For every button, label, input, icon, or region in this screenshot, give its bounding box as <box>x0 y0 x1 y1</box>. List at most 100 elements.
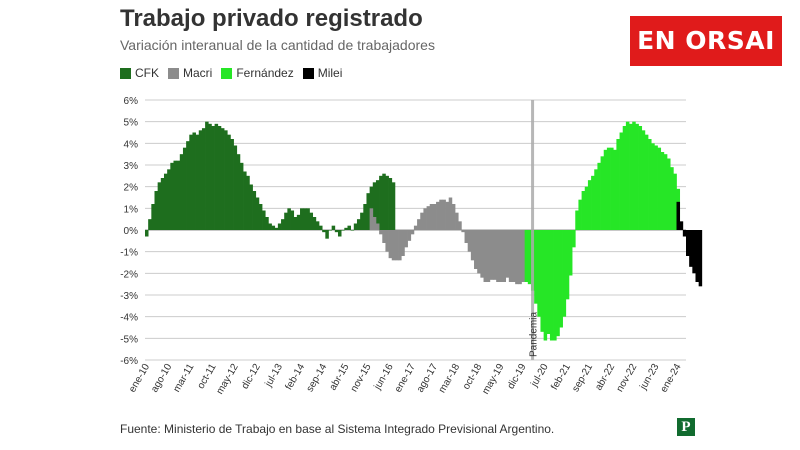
bar <box>651 143 655 230</box>
x-tick-label: ago-10 <box>149 362 174 395</box>
pandemic-marker-line <box>531 100 535 360</box>
bar <box>559 230 563 328</box>
bar <box>167 169 171 230</box>
bar <box>224 130 228 230</box>
y-tick-label: -6% <box>120 356 138 367</box>
legend-label-macri: Macri <box>183 66 213 80</box>
x-tick-label: feb-21 <box>549 362 573 392</box>
bar <box>382 173 386 230</box>
bar <box>423 208 427 230</box>
bar <box>524 230 529 282</box>
bar <box>594 169 598 230</box>
bar <box>337 230 342 237</box>
y-axis: 6% 5% 4% 3% 2% 1% 0% -1% -2% -3% -4% -5% -6% <box>120 96 138 367</box>
bar <box>489 230 494 280</box>
y-tick-label: 1% <box>124 204 139 215</box>
legend-item-cfk[interactable]: CFK <box>120 66 159 80</box>
bar <box>236 154 241 230</box>
bar <box>173 160 177 230</box>
pandemic-label: Pandemia <box>529 312 540 357</box>
legend-item-macri[interactable]: Macri <box>168 66 212 80</box>
bar <box>268 223 272 230</box>
bar <box>505 230 510 278</box>
bar <box>350 230 355 231</box>
bar <box>182 147 187 230</box>
y-tick-label: 3% <box>124 161 139 172</box>
bar <box>388 230 393 259</box>
y-tick-label: 4% <box>124 139 139 150</box>
bar <box>597 162 601 230</box>
bar <box>417 219 421 230</box>
bar <box>385 175 389 230</box>
bar <box>638 126 643 230</box>
x-tick-label: mar-18 <box>437 362 463 395</box>
bar <box>341 230 345 231</box>
bar <box>562 230 567 317</box>
bar <box>518 230 522 285</box>
bar <box>663 154 668 230</box>
bar <box>265 217 269 230</box>
bar <box>198 130 203 230</box>
bar <box>600 156 605 230</box>
bar <box>201 128 206 230</box>
bar <box>442 199 446 230</box>
y-tick-label: 6% <box>124 96 139 107</box>
bar <box>657 147 662 230</box>
x-tick-label: may-12 <box>215 362 241 397</box>
bar <box>306 208 310 230</box>
y-tick-label: 0% <box>124 226 139 237</box>
bar <box>372 182 377 230</box>
bar <box>356 219 361 230</box>
legend-item-fernandez[interactable]: Fernández <box>221 66 294 80</box>
bar <box>470 230 475 261</box>
source-note: Fuente: Ministerio de Trabajo en base al… <box>120 422 555 436</box>
bar <box>360 212 364 230</box>
bar <box>220 128 225 230</box>
bar <box>429 204 434 230</box>
bar <box>537 230 541 317</box>
bar <box>148 219 152 230</box>
bar <box>467 230 472 252</box>
bar <box>375 180 380 230</box>
bar <box>347 225 351 230</box>
legend-label-fernandez: Fernández <box>236 66 294 80</box>
legend-item-milei[interactable]: Milei <box>302 66 342 80</box>
bar <box>673 173 677 230</box>
publisher-logo[interactable]: P <box>677 418 695 436</box>
brand-logo[interactable]: EN ORSAI <box>630 16 782 66</box>
bar <box>610 147 614 230</box>
bar <box>211 126 215 230</box>
bar <box>445 201 450 230</box>
legend-swatch-milei <box>302 67 314 79</box>
bar <box>486 230 491 282</box>
bar <box>641 130 646 230</box>
bar <box>515 230 519 285</box>
x-tick-label: feb-14 <box>284 362 308 392</box>
bar <box>300 208 304 230</box>
x-tick-label: sep-21 <box>570 362 595 394</box>
bar <box>227 134 231 230</box>
bar <box>436 201 440 230</box>
bar <box>420 212 424 230</box>
bar <box>334 230 339 233</box>
bar <box>493 230 497 280</box>
bar <box>689 230 693 267</box>
bar <box>394 230 399 261</box>
bar <box>625 121 630 230</box>
bar <box>578 199 582 230</box>
bar <box>572 230 576 248</box>
x-tick-label: oct-11 <box>196 362 219 391</box>
bar <box>698 230 703 287</box>
bar <box>648 139 652 230</box>
legend: CFK Macri Fernández Milei <box>120 65 351 81</box>
bars <box>145 121 703 341</box>
x-tick-label: ene-24 <box>659 362 684 395</box>
bar <box>686 230 690 256</box>
bar <box>632 121 636 230</box>
bar <box>284 212 288 230</box>
bar <box>252 191 257 230</box>
bar <box>151 204 155 230</box>
bar <box>208 123 212 230</box>
